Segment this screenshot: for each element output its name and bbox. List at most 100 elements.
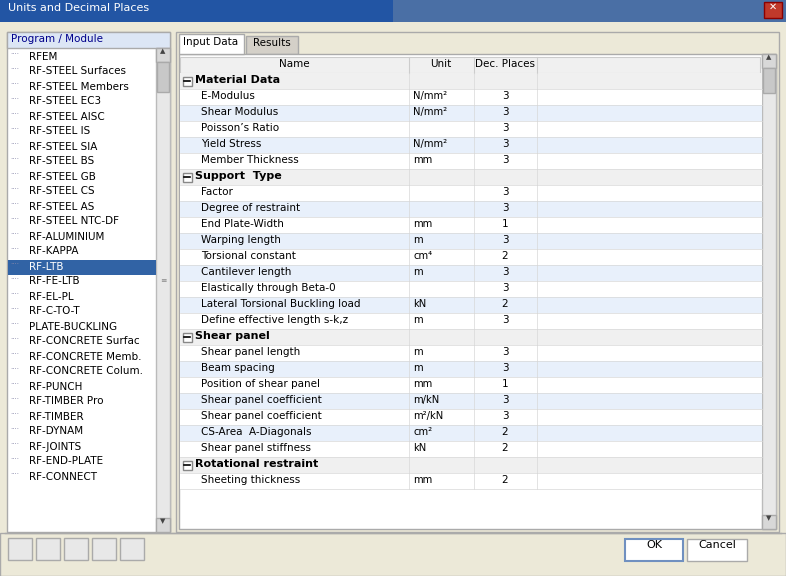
Bar — [183, 173, 192, 182]
Bar — [180, 201, 762, 217]
Text: 3: 3 — [501, 267, 509, 277]
Bar — [183, 461, 192, 470]
Text: Shear panel coefficient: Shear panel coefficient — [201, 395, 321, 405]
Text: m: m — [413, 315, 423, 325]
Text: ····: ···· — [10, 97, 19, 103]
Text: Degree of restraint: Degree of restraint — [201, 203, 300, 213]
Bar — [180, 57, 760, 73]
Text: 3: 3 — [501, 411, 509, 421]
Text: ▼: ▼ — [160, 518, 166, 524]
Text: mm: mm — [413, 379, 432, 389]
Bar — [246, 36, 298, 54]
Text: ····: ···· — [10, 472, 19, 478]
Text: RF-C-TO-T: RF-C-TO-T — [29, 306, 79, 316]
Text: 3: 3 — [501, 363, 509, 373]
Bar — [36, 538, 60, 560]
Text: ▲: ▲ — [160, 48, 166, 54]
Bar — [180, 473, 762, 489]
Text: RF-CONNECT: RF-CONNECT — [29, 472, 97, 482]
Text: ····: ···· — [10, 157, 19, 162]
Text: 3: 3 — [501, 347, 509, 357]
Text: 2: 2 — [501, 299, 509, 309]
Text: RF-EL-PL: RF-EL-PL — [29, 291, 74, 301]
Text: ····: ···· — [10, 202, 19, 207]
Text: RF-STEEL NTC-DF: RF-STEEL NTC-DF — [29, 217, 119, 226]
Text: Results: Results — [253, 38, 291, 48]
Text: RF-STEEL CS: RF-STEEL CS — [29, 187, 94, 196]
Bar — [180, 185, 762, 201]
Bar — [180, 137, 762, 153]
Text: 3: 3 — [501, 315, 509, 325]
Bar — [625, 539, 683, 561]
Bar — [762, 54, 776, 529]
Text: kN: kN — [413, 443, 426, 453]
Text: ····: ···· — [10, 127, 19, 132]
Text: Shear panel stiffness: Shear panel stiffness — [201, 443, 311, 453]
Text: Dec. Places: Dec. Places — [475, 59, 535, 69]
Text: RF-LTB: RF-LTB — [29, 262, 64, 271]
Bar — [180, 217, 762, 233]
Text: ····: ···· — [10, 366, 19, 373]
Bar — [180, 409, 762, 425]
Bar — [180, 153, 762, 169]
Text: RF-TIMBER: RF-TIMBER — [29, 411, 83, 422]
Text: cm⁴: cm⁴ — [413, 251, 432, 261]
Bar — [179, 34, 244, 54]
Text: ····: ···· — [10, 351, 19, 358]
Text: RF-STEEL Members: RF-STEEL Members — [29, 81, 129, 92]
Bar — [64, 538, 88, 560]
Bar — [180, 313, 762, 329]
Text: RF-TIMBER Pro: RF-TIMBER Pro — [29, 396, 104, 407]
Text: 2: 2 — [501, 427, 509, 437]
Text: RF-DYNAM: RF-DYNAM — [29, 426, 83, 437]
Text: ✕: ✕ — [769, 2, 777, 12]
Text: 3: 3 — [501, 155, 509, 165]
Bar — [156, 48, 170, 532]
Bar — [762, 515, 776, 529]
Bar — [0, 0, 393, 22]
Text: 3: 3 — [501, 139, 509, 149]
Text: 3: 3 — [501, 395, 509, 405]
Text: RFEM: RFEM — [29, 51, 57, 62]
Text: Shear panel length: Shear panel length — [201, 347, 300, 357]
Text: 3: 3 — [501, 283, 509, 293]
Bar — [183, 77, 192, 86]
Text: Elastically through Beta-0: Elastically through Beta-0 — [201, 283, 336, 293]
Bar — [180, 393, 762, 409]
Text: 3: 3 — [501, 187, 509, 197]
Text: 2: 2 — [501, 251, 509, 261]
Text: Shear panel coefficient: Shear panel coefficient — [201, 411, 321, 421]
Text: 2: 2 — [501, 475, 509, 485]
Text: N/mm²: N/mm² — [413, 107, 447, 117]
Text: Lateral Torsional Buckling load: Lateral Torsional Buckling load — [201, 299, 361, 309]
Text: RF-END-PLATE: RF-END-PLATE — [29, 457, 103, 467]
Bar — [180, 345, 762, 361]
Text: RF-ALUMINIUM: RF-ALUMINIUM — [29, 232, 105, 241]
Text: RF-STEEL IS: RF-STEEL IS — [29, 127, 90, 137]
Bar — [180, 441, 762, 457]
Text: RF-STEEL GB: RF-STEEL GB — [29, 172, 96, 181]
Text: ≡: ≡ — [160, 275, 166, 285]
Text: ····: ···· — [10, 306, 19, 313]
Text: ····: ···· — [10, 396, 19, 403]
Text: ····: ···· — [10, 321, 19, 328]
Bar — [156, 48, 170, 62]
Text: m²/kN: m²/kN — [413, 411, 443, 421]
Text: Warping length: Warping length — [201, 235, 281, 245]
Text: mm: mm — [413, 155, 432, 165]
Bar — [180, 73, 762, 89]
Text: ····: ···· — [10, 457, 19, 463]
Text: Member Thickness: Member Thickness — [201, 155, 299, 165]
Text: ····: ···· — [10, 336, 19, 343]
Text: ▲: ▲ — [766, 54, 772, 60]
Text: ····: ···· — [10, 51, 19, 58]
Bar — [180, 121, 762, 137]
Bar — [180, 233, 762, 249]
Text: 3: 3 — [501, 123, 509, 133]
Bar — [687, 539, 747, 561]
Text: ····: ···· — [10, 217, 19, 222]
Bar — [92, 538, 116, 560]
Bar — [179, 54, 776, 529]
Text: Define effective length s-k,z: Define effective length s-k,z — [201, 315, 348, 325]
Text: ▼: ▼ — [766, 515, 772, 521]
